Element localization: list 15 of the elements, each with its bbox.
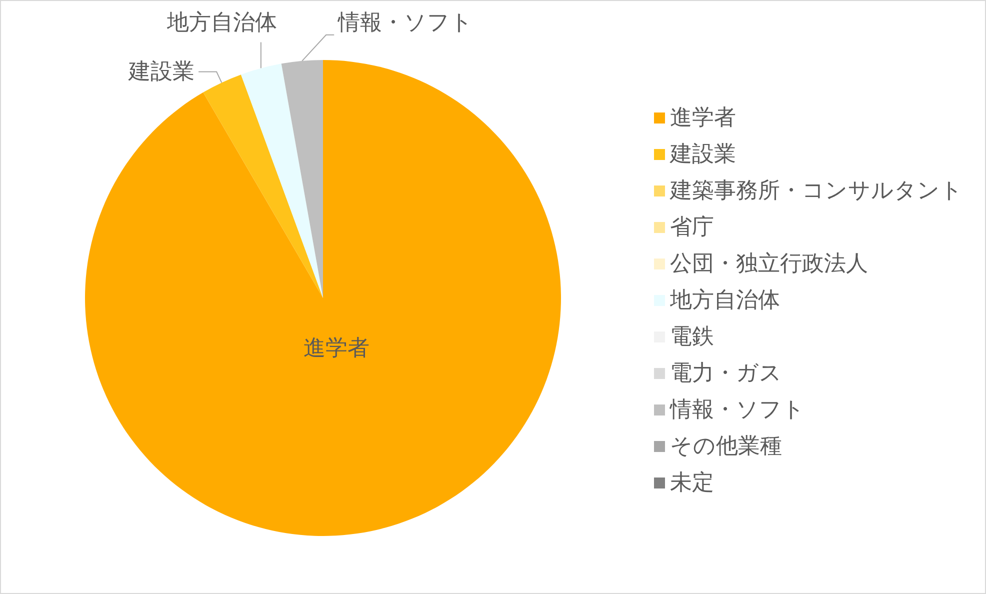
legend-label: その他業種: [670, 434, 782, 459]
data-label: 情報・ソフト: [337, 10, 474, 36]
legend-label: 電力・ガス: [670, 361, 782, 386]
legend-label: 建築事務所・コンサルタント: [669, 178, 963, 204]
legend-label: 公団・独立行政法人: [670, 252, 868, 276]
legend-label: 未定: [670, 470, 714, 496]
data-label: 進学者: [304, 336, 370, 362]
legend-label: 地方自治体: [669, 288, 780, 313]
legend-label: 電鉄: [670, 324, 714, 350]
legend-label: 建設業: [669, 142, 736, 167]
legend-label: 進学者: [670, 106, 736, 130]
data-label: 建設業: [128, 59, 195, 84]
data-label: 地方自治体: [166, 10, 277, 36]
legend-label: 情報・ソフト: [669, 398, 805, 422]
legend-label: 省庁: [670, 215, 714, 240]
